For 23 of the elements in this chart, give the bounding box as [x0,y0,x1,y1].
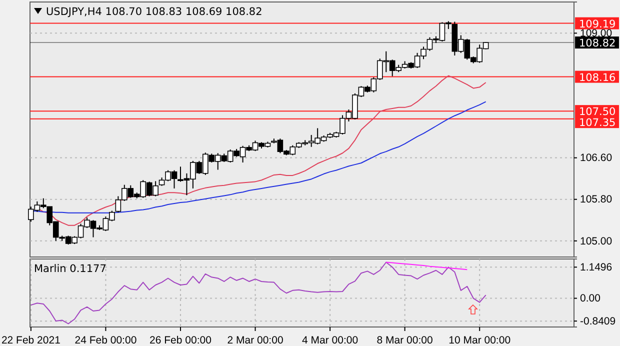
x-tick-label: 22 Feb 2021 [1,334,61,346]
x-tick-label: 8 Mar 00:00 [376,334,433,346]
chart-title: Marlin 0.1177 [34,263,106,275]
y-tick-label: 0.00 [580,292,601,305]
ref-line-label: 107.50 [579,106,616,118]
x-tick-label: 10 Mar 00:00 [448,334,511,346]
y-tick-label: -0.8409 [580,315,616,328]
ref-line-label: 107.35 [579,117,616,130]
x-tick-label: 26 Feb 00:00 [150,334,212,346]
x-tick-label: 24 Feb 00:00 [74,334,137,346]
y-tick-label: 105.80 [580,194,612,206]
line-series [386,262,468,270]
y-tick-label: 106.60 [580,152,612,164]
ref-line-label: 108.16 [579,72,616,84]
x-tick-label: 2 Mar 00:00 [227,334,284,346]
line-series [30,262,486,324]
ref-line-label: 109.19 [579,18,616,30]
x-tick-label: 4 Mar 00:00 [302,334,358,346]
ref-line-label: 108.82 [579,38,616,50]
y-tick-label: 105.00 [580,235,612,248]
y-tick-label: 109.00 [580,28,612,40]
y-tick-label: 1.1496 [580,262,612,274]
chart-title: USDJPY,H4 108.70 108.83 108.69 108.82 [46,6,262,18]
